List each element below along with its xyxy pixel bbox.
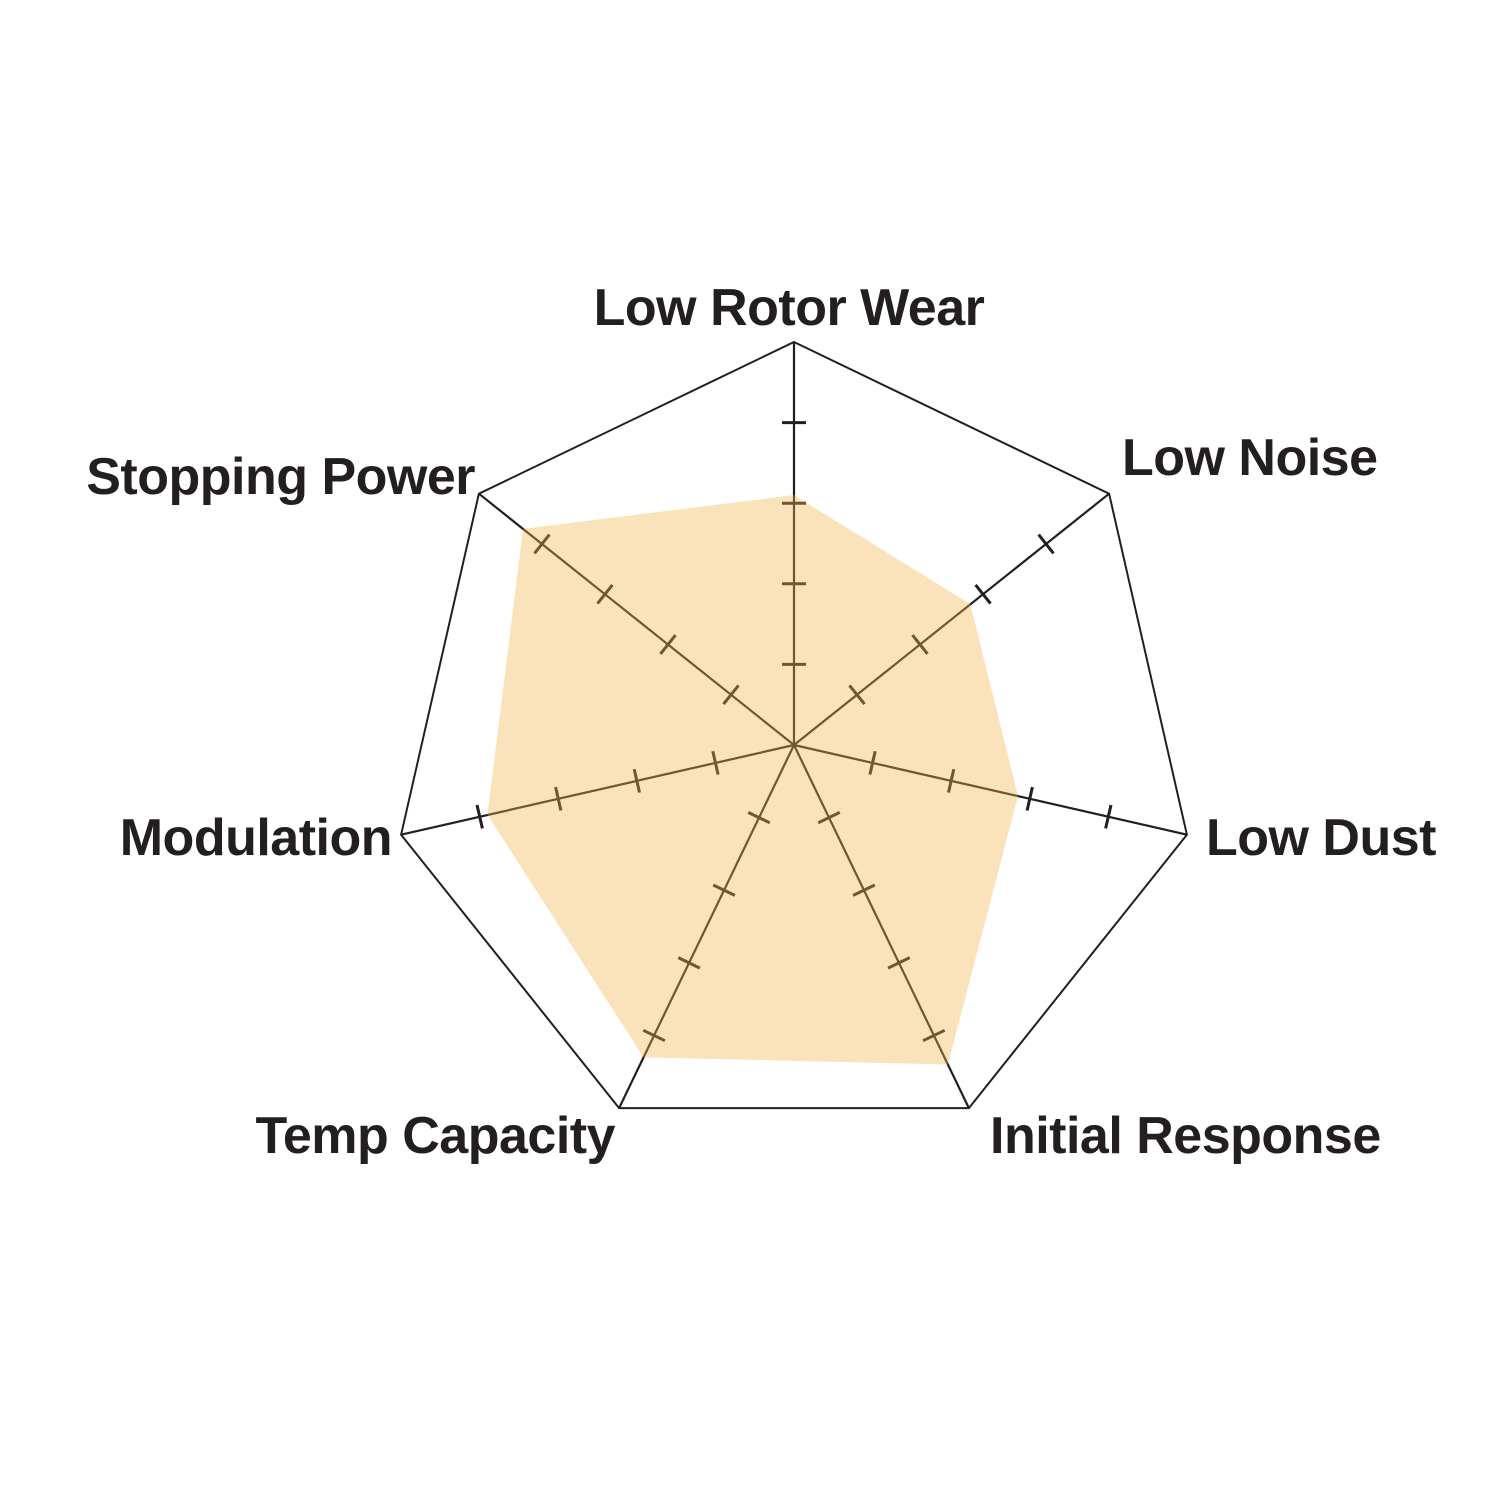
axis-label-low-dust: Low Dust	[1206, 809, 1436, 867]
radar-tick	[1025, 786, 1034, 811]
radar-tick	[848, 684, 866, 706]
radar-spoke	[793, 492, 1110, 746]
radar-tick	[817, 811, 841, 825]
axis-label-stopping-power: Stopping Power	[86, 448, 475, 506]
radar-data-polygon	[487, 495, 1018, 1065]
radar-tick	[1037, 533, 1055, 555]
radar-tick	[642, 1028, 666, 1043]
radar-tick	[475, 804, 484, 829]
radar-spoke	[618, 744, 795, 1109]
axis-label-temp-capacity: Temp Capacity	[255, 1107, 615, 1165]
radar-tick	[911, 634, 929, 655]
radar-spoke	[793, 744, 970, 1109]
radar-tick	[533, 533, 551, 555]
radar-tick	[596, 583, 614, 605]
radar-spoke	[793, 743, 1188, 836]
radar-tick	[712, 883, 736, 897]
radar-tick	[711, 750, 720, 775]
radar-tick	[868, 750, 877, 775]
axis-label-low-noise: Low Noise	[1122, 429, 1378, 487]
radar-tick	[887, 956, 911, 970]
radar-spoke	[400, 743, 795, 836]
axis-label-initial-response: Initial Response	[990, 1107, 1381, 1165]
radar-outline	[400, 340, 1188, 1110]
radar-tick	[554, 786, 563, 811]
axis-label-low-rotor-wear: Low Rotor Wear	[593, 279, 985, 337]
axis-label-modulation: Modulation	[119, 809, 393, 867]
radar-tick	[852, 883, 876, 897]
radar-tick	[632, 768, 641, 793]
radar-tick	[677, 956, 701, 970]
radar-tick	[1104, 804, 1113, 829]
radar-tick	[659, 634, 677, 655]
radar-tick	[974, 583, 992, 605]
radar-tick	[947, 768, 956, 793]
radar-tick	[747, 811, 771, 825]
radar-tick	[922, 1028, 946, 1043]
radar-spoke	[478, 492, 795, 746]
radar-tick	[722, 684, 740, 706]
